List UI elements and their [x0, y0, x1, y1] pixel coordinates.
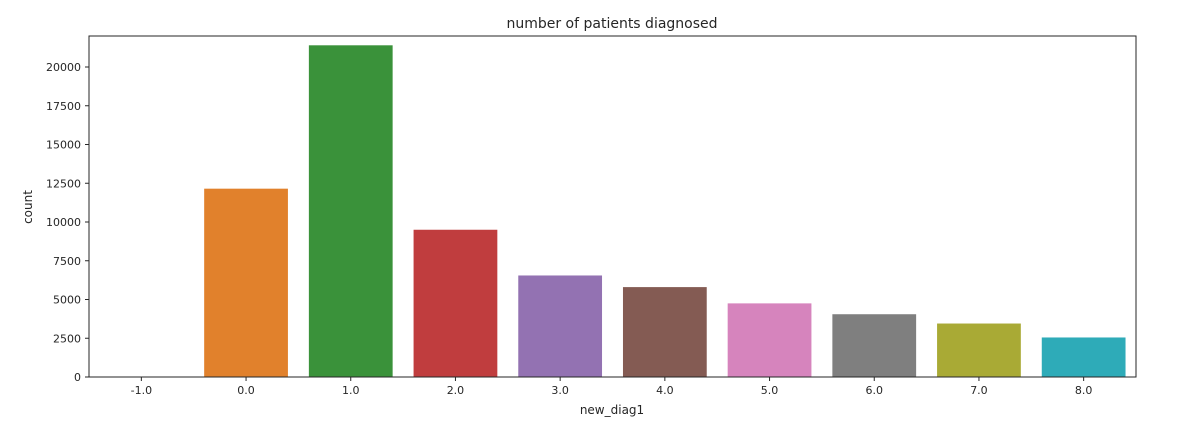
- y-tick-label: 15000: [46, 139, 81, 152]
- y-tick-label: 17500: [46, 100, 81, 113]
- x-tick-label: 6.0: [866, 384, 884, 397]
- y-tick-label: 12500: [46, 177, 81, 190]
- x-tick-label: 5.0: [761, 384, 779, 397]
- y-tick-label: 0: [74, 371, 81, 384]
- bar-7.0: [937, 323, 1021, 377]
- bar-6.0: [832, 314, 917, 377]
- bar-5.0: [727, 303, 812, 377]
- x-tick-label: 1.0: [342, 384, 360, 397]
- bars-group: [204, 45, 1126, 378]
- bar-0.0: [204, 188, 288, 377]
- y-axis-label: count: [21, 190, 35, 224]
- bar-1.0: [308, 45, 393, 378]
- x-tick-label: 7.0: [970, 384, 988, 397]
- y-tick-label: 2500: [53, 332, 81, 345]
- bar-4.0: [622, 287, 707, 377]
- x-axis-label: new_diag1: [580, 403, 644, 417]
- y-tick-label: 10000: [46, 216, 81, 229]
- x-tick-label: 3.0: [551, 384, 569, 397]
- x-tick-label: 8.0: [1075, 384, 1093, 397]
- plot-frame: [88, 35, 1137, 378]
- x-axis: -1.0 0.0 1.0 2.0 3.0 4.0 5.0 6.0 7.0 8.0: [131, 377, 1093, 397]
- x-tick-label: 2.0: [447, 384, 465, 397]
- y-tick-label: 5000: [53, 294, 81, 307]
- bar-8.0: [1041, 337, 1126, 377]
- y-tick-label: 20000: [46, 61, 81, 74]
- bar-3.0: [518, 275, 603, 377]
- bar-2.0: [413, 229, 498, 377]
- x-tick-label: 0.0: [237, 384, 255, 397]
- x-tick-label: -1.0: [131, 384, 152, 397]
- y-tick-label: 7500: [53, 255, 81, 268]
- x-tick-label: 4.0: [656, 384, 674, 397]
- y-axis: 0 2500 5000 7500 10000 12500 15000 17500 20000: [46, 61, 89, 384]
- chart-title: number of patients diagnosed: [506, 16, 717, 32]
